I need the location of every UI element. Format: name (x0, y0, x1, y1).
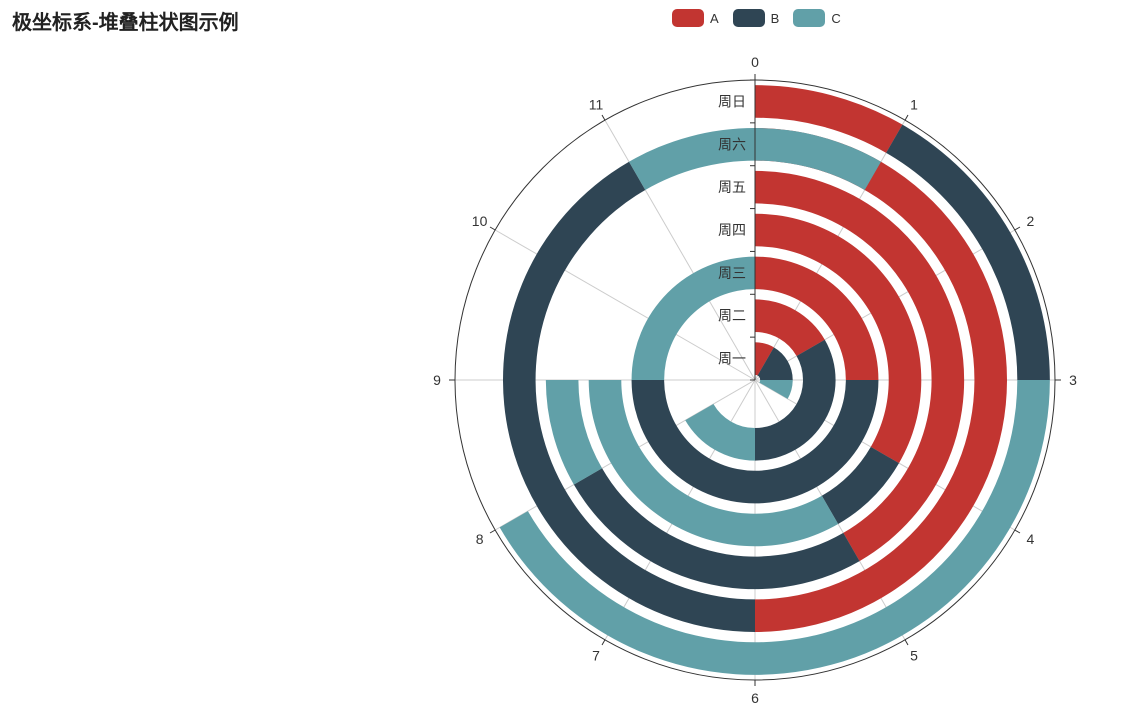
bar-b-4[interactable] (821, 446, 900, 525)
bar-a-4[interactable] (755, 213, 922, 464)
angle-tick (601, 114, 606, 121)
angle-tick (489, 529, 496, 534)
angle-tick (1014, 529, 1021, 534)
radius-tick-label: 周二 (718, 308, 746, 324)
bar-c-4[interactable] (588, 380, 839, 547)
bar-a-7[interactable] (755, 85, 903, 153)
legend-label-c: C (831, 10, 841, 26)
angle-tick-label: 5 (910, 647, 918, 663)
bar-c-7[interactable] (499, 380, 1050, 675)
legend-swatch-a (672, 9, 704, 27)
legend-swatch-c (793, 9, 826, 27)
legend-item-a[interactable]: A (672, 9, 719, 27)
legend-label-b: B (770, 10, 780, 26)
radius-tick-label: 周六 (718, 136, 746, 152)
bar-b-7[interactable] (886, 124, 1050, 380)
angle-tick-label: 4 (1027, 531, 1035, 547)
radius-tick-label: 周一 (718, 351, 746, 367)
legend-swatch-b (732, 9, 765, 27)
bar-b-3[interactable] (631, 380, 879, 504)
angle-tick-label: 11 (589, 97, 604, 113)
radius-tick-label: 周日 (718, 93, 746, 109)
bar-b-6[interactable] (503, 161, 755, 632)
chart-title: 极坐标系-堆叠柱状图示例 (12, 12, 239, 34)
bar-a-3[interactable] (755, 256, 879, 380)
angle-tick-label: 3 (1069, 372, 1077, 388)
bar-a-5[interactable] (755, 170, 965, 562)
radius-tick-label: 周五 (718, 179, 746, 195)
legend-label-a: A (710, 10, 719, 26)
bar-c-3[interactable] (631, 256, 755, 380)
angle-tick (489, 226, 496, 231)
bar-c-1[interactable] (759, 380, 793, 399)
bar-b-2[interactable] (755, 339, 836, 461)
angle-tick-label: 10 (472, 213, 488, 229)
bar-b-5[interactable] (573, 468, 860, 590)
angle-tick (904, 639, 909, 646)
legend: A B C (672, 9, 841, 27)
bar-a-2[interactable] (755, 299, 825, 356)
angle-tick (1014, 226, 1021, 231)
angle-tick-label: 0 (751, 54, 759, 70)
angle-tick-label: 7 (592, 647, 600, 663)
bar-b-1[interactable] (757, 347, 793, 380)
angle-tick-label: 1 (910, 97, 918, 113)
bar-a-1[interactable] (755, 342, 774, 376)
angle-tick (904, 114, 909, 121)
angle-tick-label: 6 (751, 690, 759, 706)
radius-tick-label: 周四 (718, 222, 746, 238)
angle-tick-label: 8 (476, 531, 484, 547)
angle-tick-label: 9 (433, 372, 441, 388)
bar-c-2[interactable] (685, 404, 755, 461)
legend-item-b[interactable]: B (732, 9, 780, 27)
radius-tick-label: 周三 (718, 265, 746, 281)
angle-tick-label: 2 (1027, 213, 1035, 229)
bar-c-5[interactable] (545, 380, 603, 485)
bar-a-6[interactable] (755, 128, 1007, 632)
legend-item-c[interactable]: C (793, 9, 841, 27)
angle-tick (601, 639, 606, 646)
